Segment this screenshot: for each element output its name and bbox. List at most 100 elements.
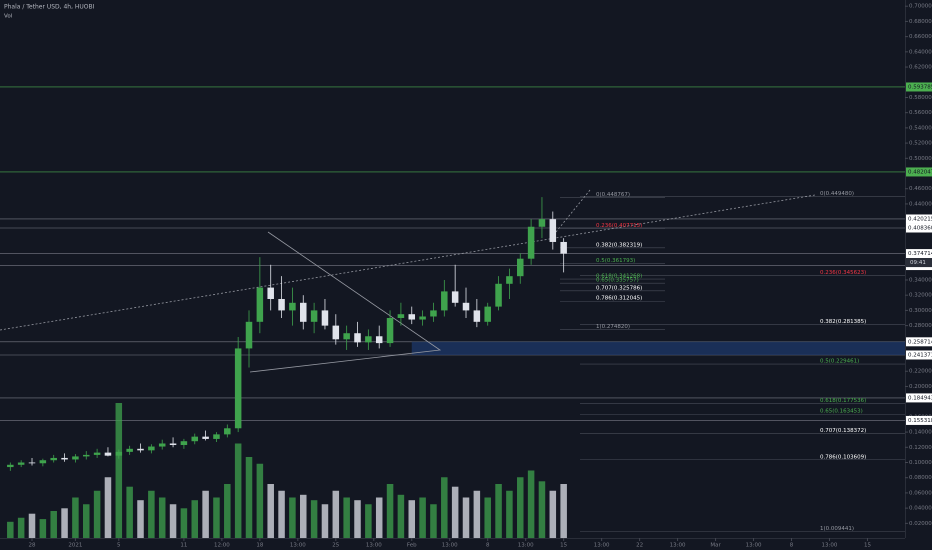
volume-bar	[234, 443, 242, 538]
candle-body	[180, 441, 188, 446]
volume-bar	[61, 508, 68, 538]
price-label: 0.155318	[908, 418, 932, 424]
volume-bar	[484, 497, 491, 538]
volume-bar	[278, 490, 285, 538]
price-label: 0.593785	[908, 84, 932, 90]
volume-bar	[354, 500, 361, 538]
fib-label: 0.618(0.341268)	[596, 274, 642, 280]
volume-bar	[180, 508, 188, 538]
candle-body	[343, 333, 350, 340]
candle-body	[72, 456, 79, 460]
x-tick-label: 13:00	[442, 543, 458, 549]
volume-bar	[245, 457, 253, 538]
candle-body	[191, 436, 199, 442]
fib-label: 0.382(0.382319)	[596, 242, 642, 248]
volume-bar	[267, 484, 274, 538]
volume-bar	[310, 500, 318, 538]
candle-body	[397, 314, 405, 319]
series	[7, 197, 567, 538]
candle-body	[104, 452, 112, 456]
fib-label: 0(0.448767)	[596, 192, 630, 198]
candle-body	[39, 460, 47, 464]
x-tick-label: Feb	[407, 543, 417, 549]
candle-body	[50, 457, 57, 461]
x-tick-label: 13:00	[822, 543, 838, 549]
volume-bar	[83, 504, 90, 538]
volume-bar	[213, 497, 220, 538]
candle-body	[430, 310, 437, 317]
countdown: 09:41	[910, 260, 926, 266]
x-tick-label: 28	[29, 543, 36, 549]
symbol-title[interactable]: Phala / Tether USD, 4h, HUOBI	[4, 4, 95, 11]
x-tick-label: 15	[864, 543, 871, 549]
volume-bar	[397, 494, 405, 538]
volume-bar	[506, 490, 513, 538]
price-label: 0.482047	[908, 169, 932, 175]
candle-body	[386, 318, 394, 344]
x-tick-label: 13:00	[746, 543, 762, 549]
candle-body	[484, 306, 491, 322]
candle-body	[506, 276, 513, 284]
candle-body	[527, 226, 535, 259]
x-tick-label: 13:00	[518, 543, 534, 549]
price-label: 0.184943	[908, 395, 932, 401]
volume-bar	[50, 511, 57, 538]
candle-body	[158, 443, 166, 447]
fib-label: 0.236(0.345623)	[820, 270, 866, 276]
price-label-box	[906, 415, 932, 425]
candle-body	[538, 219, 546, 227]
volume-bar	[538, 481, 546, 538]
volume-bar	[191, 500, 199, 538]
candle-body	[517, 258, 524, 277]
fib-label: 0.786(0.103609)	[820, 454, 866, 460]
x-tick-label: 13:00	[290, 543, 306, 549]
volume-title[interactable]: Vol	[4, 14, 13, 20]
candle-body	[83, 454, 90, 457]
trend-line	[0, 194, 816, 331]
candle-body	[354, 333, 361, 343]
x-tick-label: 13:00	[594, 543, 610, 549]
candle-body	[202, 436, 209, 439]
volume-bar	[256, 463, 264, 538]
candle-body	[213, 434, 220, 439]
fib-label: 0.65(0.335757)	[596, 278, 639, 284]
volume-bar	[104, 477, 112, 538]
volume-bar	[202, 490, 209, 538]
candle-body	[365, 336, 372, 343]
x-tick-label: 13:00	[670, 543, 686, 549]
fib-label: 0.618(0.177536)	[820, 398, 866, 404]
volume-bar	[430, 504, 437, 538]
x-tick-label: 22	[636, 543, 643, 549]
price-label: 0.408360	[908, 225, 932, 231]
candle-body	[495, 283, 502, 307]
volume-bar	[462, 497, 470, 538]
candle-body	[451, 291, 459, 303]
candle-body	[137, 448, 144, 451]
fib-label: 0.707(0.325786)	[596, 285, 642, 291]
volume-bar	[28, 513, 36, 538]
volume-bar	[517, 477, 524, 538]
candle-body	[28, 462, 36, 464]
x-tick-label: 13:00	[366, 543, 382, 549]
candle-body	[300, 302, 307, 322]
volume-bar	[169, 504, 177, 538]
fib-label: 0.65(0.163453)	[820, 409, 863, 415]
volume-bar	[343, 497, 350, 538]
volume-bar	[126, 486, 133, 538]
x-tick-label: 2021	[68, 543, 82, 549]
candle-body	[310, 310, 318, 322]
price-label-box	[906, 82, 932, 92]
fib-label: 0.5(0.229461)	[820, 359, 859, 365]
volume-bar	[441, 477, 448, 538]
